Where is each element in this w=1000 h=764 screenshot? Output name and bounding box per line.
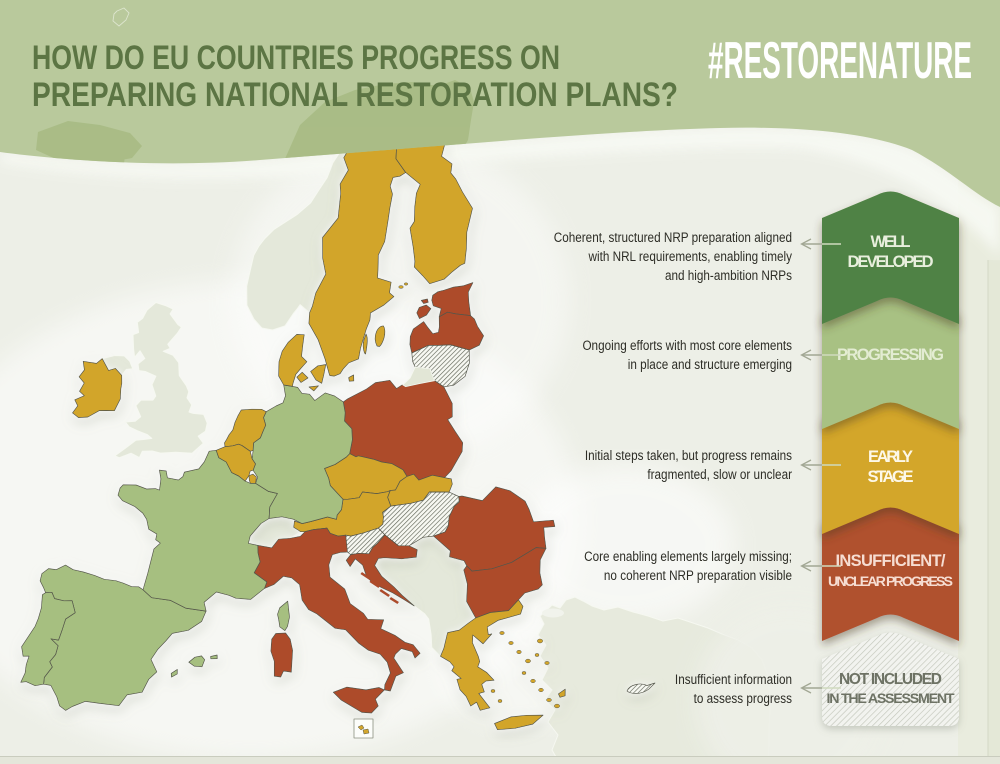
svg-text:INSUFFICIENT/: INSUFFICIENT/	[836, 552, 946, 570]
svg-text:#RESTORENATURE: #RESTORENATURE	[708, 32, 972, 90]
svg-text:Initial steps taken, but progr: Initial steps taken, but progress remain…	[585, 447, 792, 463]
svg-text:PROGRESSING: PROGRESSING	[837, 346, 944, 364]
svg-text:Ongoing efforts with most core: Ongoing efforts with most core elements	[582, 337, 792, 353]
svg-text:and high-ambition NRPs: and high-ambition NRPs	[665, 267, 792, 283]
svg-text:DEVELOPED: DEVELOPED	[848, 253, 934, 271]
svg-text:in place and structure emergin: in place and structure emerging	[628, 356, 792, 372]
svg-text:PREPARING NATIONAL RESTORATION: PREPARING NATIONAL RESTORATION PLANS?	[32, 76, 678, 114]
svg-text:fragmented, slow or unclear: fragmented, slow or unclear	[647, 466, 792, 482]
svg-text:Coherent, structured NRP prepa: Coherent, structured NRP preparation ali…	[554, 229, 792, 245]
svg-text:with NRL requirements, enablin: with NRL requirements, enabling timely	[588, 248, 793, 264]
svg-text:IN THE ASSESSMENT: IN THE ASSESSMENT	[827, 691, 955, 707]
svg-text:EARLY: EARLY	[868, 448, 913, 466]
svg-text:Core enabling elements largely: Core enabling elements largely missing;	[584, 548, 792, 564]
svg-text:NOT INCLUDED: NOT INCLUDED	[839, 671, 942, 688]
svg-text:STAGE: STAGE	[868, 468, 914, 486]
svg-text:HOW DO EU COUNTRIES PROGRESS O: HOW DO EU COUNTRIES PROGRESS ON	[32, 39, 560, 77]
svg-text:to assess progress: to assess progress	[694, 690, 792, 706]
svg-text:Insufficient information: Insufficient information	[675, 671, 792, 687]
svg-text:no coherent NRP preparation vi: no coherent NRP preparation visible	[604, 567, 792, 583]
svg-text:UNCLEAR PROGRESS: UNCLEAR PROGRESS	[828, 574, 953, 590]
svg-text:WELL: WELL	[871, 233, 911, 251]
